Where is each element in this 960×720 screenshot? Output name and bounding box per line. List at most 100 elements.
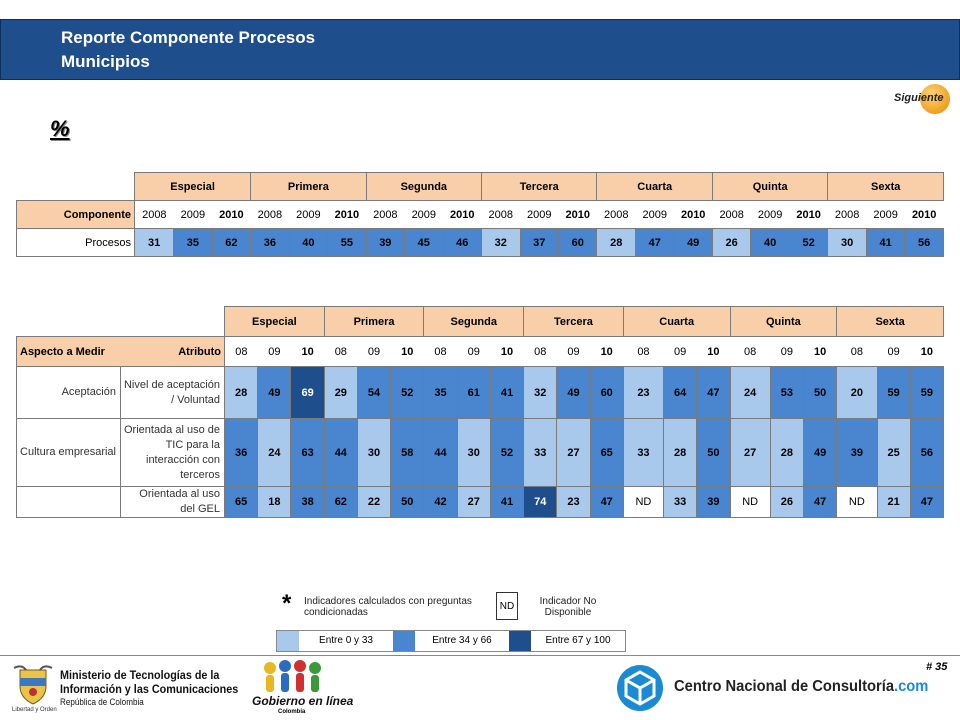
- year-header: 2010: [673, 200, 713, 229]
- value-cell: 40: [288, 228, 329, 257]
- value-cell: 47: [909, 486, 945, 518]
- report-subtitle: Municipios: [61, 52, 150, 71]
- value-cell: 23: [622, 366, 665, 419]
- year-header: 08: [423, 336, 458, 367]
- value-cell: 47: [803, 486, 838, 518]
- value-cell: 47: [696, 366, 731, 419]
- nd-legend-text: Indicador No Disponible: [539, 596, 597, 618]
- value-cell: 53: [769, 366, 805, 419]
- ministry-motto: Libertad y Orden: [12, 707, 57, 713]
- value-cell: 41: [865, 228, 906, 257]
- year-header: 09: [457, 336, 491, 367]
- year-header: 09: [556, 336, 591, 367]
- category-header: Quinta: [729, 306, 838, 337]
- year-header: 09: [257, 336, 291, 367]
- year-header: 2009: [173, 200, 213, 229]
- legend-range-high: Entre 67 y 100: [531, 631, 625, 651]
- next-circle-icon[interactable]: [920, 84, 950, 114]
- attribute-label: Orientada al uso del GEL: [120, 486, 225, 518]
- value-cell: 32: [523, 366, 558, 419]
- year-header: 10: [290, 336, 325, 367]
- next-button[interactable]: Siguiente: [894, 84, 956, 114]
- value-cell: 44: [423, 418, 458, 487]
- year-header: 09: [357, 336, 391, 367]
- category-header: Cuarta: [622, 306, 731, 337]
- year-header: 08: [623, 336, 664, 367]
- value-cell: 18: [257, 486, 292, 518]
- row-label-procesos: Procesos: [16, 228, 135, 257]
- value-cell: 47: [589, 486, 624, 518]
- value-cell: 27: [456, 486, 491, 518]
- value-cell: 60: [557, 228, 598, 257]
- corner-cell: [121, 307, 225, 337]
- value-cell: ND: [622, 486, 665, 518]
- page-number: # 35: [926, 661, 948, 673]
- value-cell: 41: [489, 366, 525, 419]
- attribute-label: Orientada al uso de TIC para la interacc…: [120, 418, 225, 487]
- year-header: 2009: [635, 200, 674, 229]
- next-button-label[interactable]: Siguiente: [894, 92, 944, 104]
- value-cell: 58: [390, 418, 425, 487]
- value-cell: 56: [909, 418, 945, 487]
- value-cell: 65: [223, 486, 259, 518]
- value-cell: 41: [489, 486, 525, 518]
- year-header: 2009: [750, 200, 790, 229]
- aspect-table: Especial Primera Segunda Tercera Cuarta Quint…: [16, 306, 945, 518]
- year-header: 10: [803, 336, 837, 367]
- value-cell: 69: [290, 366, 325, 419]
- attribute-label: Nivel de aceptación / Voluntad: [120, 366, 225, 419]
- year-header: 08: [224, 336, 258, 367]
- value-cell: 28: [596, 228, 636, 257]
- year-header: 2010: [789, 200, 828, 229]
- legend-swatch-mid: [393, 631, 415, 651]
- row-header-componente: Componente: [16, 200, 135, 229]
- corner-cell: [17, 173, 135, 201]
- value-cell: 28: [769, 418, 805, 487]
- value-cell: ND: [729, 486, 771, 518]
- value-cell: 30: [356, 418, 392, 487]
- value-cell: 26: [769, 486, 805, 518]
- value-cell: 24: [729, 366, 771, 419]
- category-header: Tercera: [523, 306, 624, 337]
- year-header: 2008: [596, 200, 636, 229]
- year-header: 09: [877, 336, 911, 367]
- star-legend-text: Indicadores calculados con preguntas con…: [304, 596, 472, 618]
- value-cell: 61: [456, 366, 491, 419]
- value-cell: 49: [556, 366, 591, 419]
- coat-of-arms-icon: [13, 665, 53, 705]
- value-cell: 40: [750, 228, 790, 257]
- value-cell: 35: [423, 366, 458, 419]
- legend-range-mid: Entre 34 y 66: [415, 631, 509, 651]
- year-header: 2009: [866, 200, 905, 229]
- value-cell: 59: [876, 366, 911, 419]
- value-cell: 49: [673, 228, 713, 257]
- gel-logo: Gobierno en línea Colombia: [252, 658, 353, 718]
- value-cell: 50: [696, 418, 731, 487]
- cnc-name-text: Centro Nacional de Consultoría: [674, 678, 895, 695]
- year-header: 2008: [250, 200, 290, 229]
- year-header: 10: [910, 336, 944, 367]
- category-header: Segunda: [365, 172, 483, 201]
- header-aspect: Aspecto a Medir: [16, 336, 121, 367]
- year-header: 2010: [327, 200, 367, 229]
- category-header: Primera: [250, 172, 367, 201]
- value-cell: 31: [133, 228, 175, 257]
- value-cell: 35: [173, 228, 213, 257]
- ministry-country: República de Colombia: [60, 697, 144, 707]
- value-cell: 74: [523, 486, 558, 518]
- ministry-name-line1: Ministerio de Tecnologías de la: [60, 668, 220, 682]
- gel-name: Gobierno en línea: [252, 694, 354, 708]
- value-cell: 26: [711, 228, 752, 257]
- value-cell: 62: [323, 486, 358, 518]
- header-attribute: Atributo: [120, 336, 225, 367]
- year-header: 09: [663, 336, 697, 367]
- value-cell: 50: [803, 366, 838, 419]
- value-cell: 28: [663, 418, 698, 487]
- nd-legend-box: ND: [496, 592, 518, 620]
- value-cell: 59: [909, 366, 945, 419]
- year-header: 08: [324, 336, 358, 367]
- value-cell: 55: [327, 228, 367, 257]
- legend-range-low: Entre 0 y 33: [299, 631, 393, 651]
- component-table: Especial Primera Segunda Tercera Cuarta Quint…: [16, 172, 944, 257]
- year-header: 2010: [212, 200, 251, 229]
